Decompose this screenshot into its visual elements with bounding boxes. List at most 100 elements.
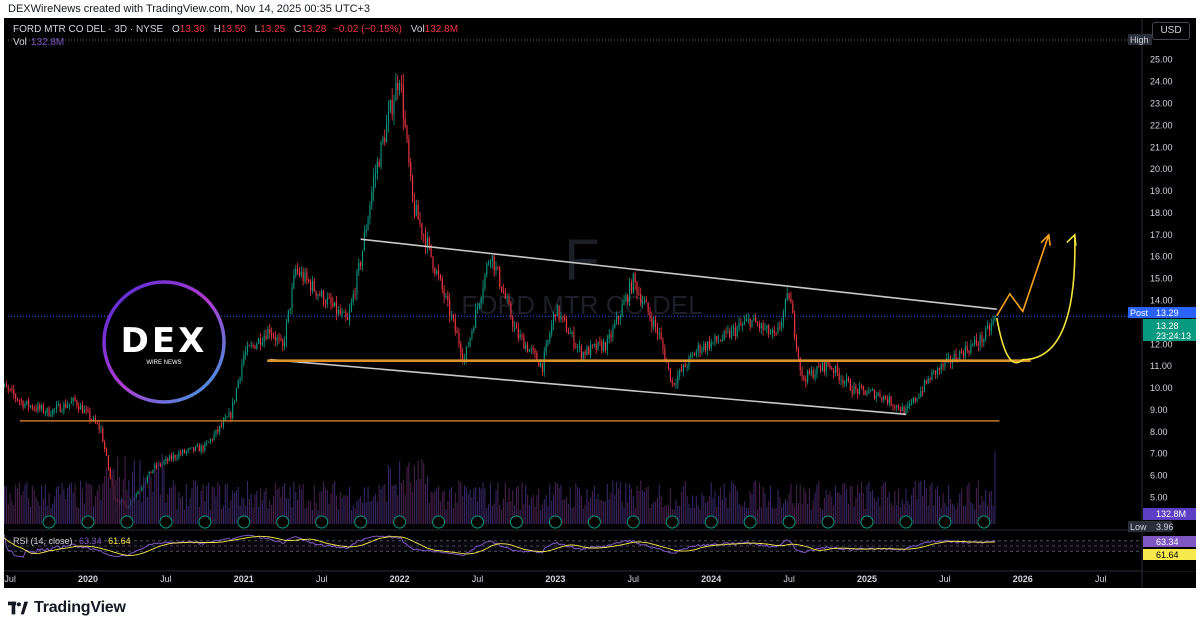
volume-bar bbox=[705, 502, 707, 524]
candle-body bbox=[753, 317, 755, 321]
candle-body bbox=[87, 409, 89, 412]
candle bbox=[807, 369, 809, 385]
volume-bar bbox=[321, 490, 323, 524]
volume-bar bbox=[63, 489, 65, 524]
candle bbox=[482, 280, 484, 305]
candle-body bbox=[230, 412, 232, 419]
candle bbox=[818, 361, 820, 368]
earnings-marker-shape bbox=[393, 515, 407, 529]
candle-body bbox=[834, 366, 837, 374]
volume-bar bbox=[476, 501, 479, 524]
candle bbox=[384, 129, 386, 146]
volume-bar bbox=[473, 488, 475, 524]
volume-bar bbox=[271, 504, 273, 524]
candle bbox=[667, 362, 670, 371]
volume-bar bbox=[302, 484, 304, 524]
volume-bar bbox=[736, 490, 738, 524]
volume-bar bbox=[816, 484, 818, 524]
candle-body bbox=[486, 264, 488, 275]
candle bbox=[76, 399, 78, 409]
volume-bar bbox=[523, 504, 525, 524]
currency-button[interactable]: USD bbox=[1152, 22, 1190, 40]
candle bbox=[300, 266, 302, 278]
candle bbox=[29, 404, 32, 409]
volume-bar bbox=[406, 466, 408, 524]
candle-body bbox=[571, 332, 573, 334]
candle bbox=[271, 327, 273, 341]
candle bbox=[788, 292, 790, 301]
volume-bar bbox=[371, 500, 373, 524]
candle bbox=[771, 327, 773, 339]
rsi-line bbox=[4, 534, 996, 558]
volume-bar bbox=[814, 492, 816, 524]
candle-body bbox=[460, 344, 462, 354]
candle-body bbox=[630, 282, 633, 293]
candle bbox=[224, 413, 226, 422]
volume-bar bbox=[692, 495, 694, 524]
earnings-marker-shape bbox=[665, 515, 679, 529]
volume-bar bbox=[404, 494, 406, 524]
volume-bar bbox=[397, 495, 399, 524]
candle-body bbox=[182, 449, 184, 454]
candle-body bbox=[245, 351, 247, 356]
candle-body bbox=[697, 344, 699, 352]
candle bbox=[282, 337, 284, 352]
open-label: O bbox=[171, 24, 180, 35]
candle bbox=[222, 416, 224, 430]
candle bbox=[341, 307, 343, 319]
candle bbox=[237, 379, 239, 389]
candle-body bbox=[235, 388, 237, 401]
volume-bar bbox=[122, 479, 124, 524]
candle bbox=[497, 266, 499, 271]
candle bbox=[65, 399, 67, 409]
candle-body bbox=[222, 420, 224, 427]
candle-body bbox=[712, 341, 714, 343]
candle bbox=[204, 441, 206, 453]
time-tick-label: 2026 bbox=[1013, 574, 1033, 584]
volume-bar bbox=[903, 503, 905, 524]
candle bbox=[821, 361, 824, 373]
candle bbox=[769, 328, 772, 335]
candle-body bbox=[962, 352, 965, 358]
time-tick-label: 2021 bbox=[234, 574, 254, 584]
candle bbox=[779, 321, 781, 331]
volume-bar bbox=[81, 488, 83, 524]
candle bbox=[521, 332, 523, 341]
volume-bar bbox=[584, 504, 586, 524]
candle bbox=[378, 158, 380, 168]
candle bbox=[495, 261, 497, 276]
candle bbox=[935, 370, 937, 380]
volume-bar bbox=[402, 479, 404, 524]
candle-body bbox=[196, 445, 198, 447]
candle-body bbox=[719, 340, 722, 342]
tradingview-logo[interactable]: TradingView bbox=[8, 598, 126, 618]
candle-body bbox=[964, 346, 966, 358]
rsi-signal-value: 61.64 bbox=[108, 536, 131, 546]
volume-bar bbox=[237, 486, 239, 524]
candle bbox=[211, 438, 213, 443]
candle-body bbox=[209, 439, 211, 442]
volume-bar bbox=[276, 489, 278, 524]
candle bbox=[701, 346, 703, 356]
candle bbox=[15, 393, 17, 403]
volume-bar bbox=[610, 492, 612, 524]
candle-body bbox=[660, 332, 662, 340]
volume-bar bbox=[78, 507, 80, 524]
candle-body bbox=[7, 387, 9, 389]
candle-body bbox=[751, 320, 753, 327]
candle bbox=[265, 329, 267, 341]
candle bbox=[938, 367, 940, 376]
volume-bar bbox=[504, 482, 506, 524]
chart-pane[interactable]: F FORD MTR CO DEL DEX WIRE NEWS Jul 2020 Jul 20… bbox=[4, 18, 1196, 588]
candle bbox=[679, 368, 681, 380]
volume-bar bbox=[955, 509, 957, 524]
candle bbox=[297, 262, 299, 276]
volume-bar bbox=[564, 499, 566, 524]
volume-bar bbox=[83, 503, 85, 524]
volume-bar bbox=[749, 490, 751, 524]
volume-bar bbox=[59, 494, 61, 524]
candle bbox=[606, 334, 608, 356]
candle bbox=[669, 367, 671, 383]
volume-bar bbox=[922, 496, 924, 524]
